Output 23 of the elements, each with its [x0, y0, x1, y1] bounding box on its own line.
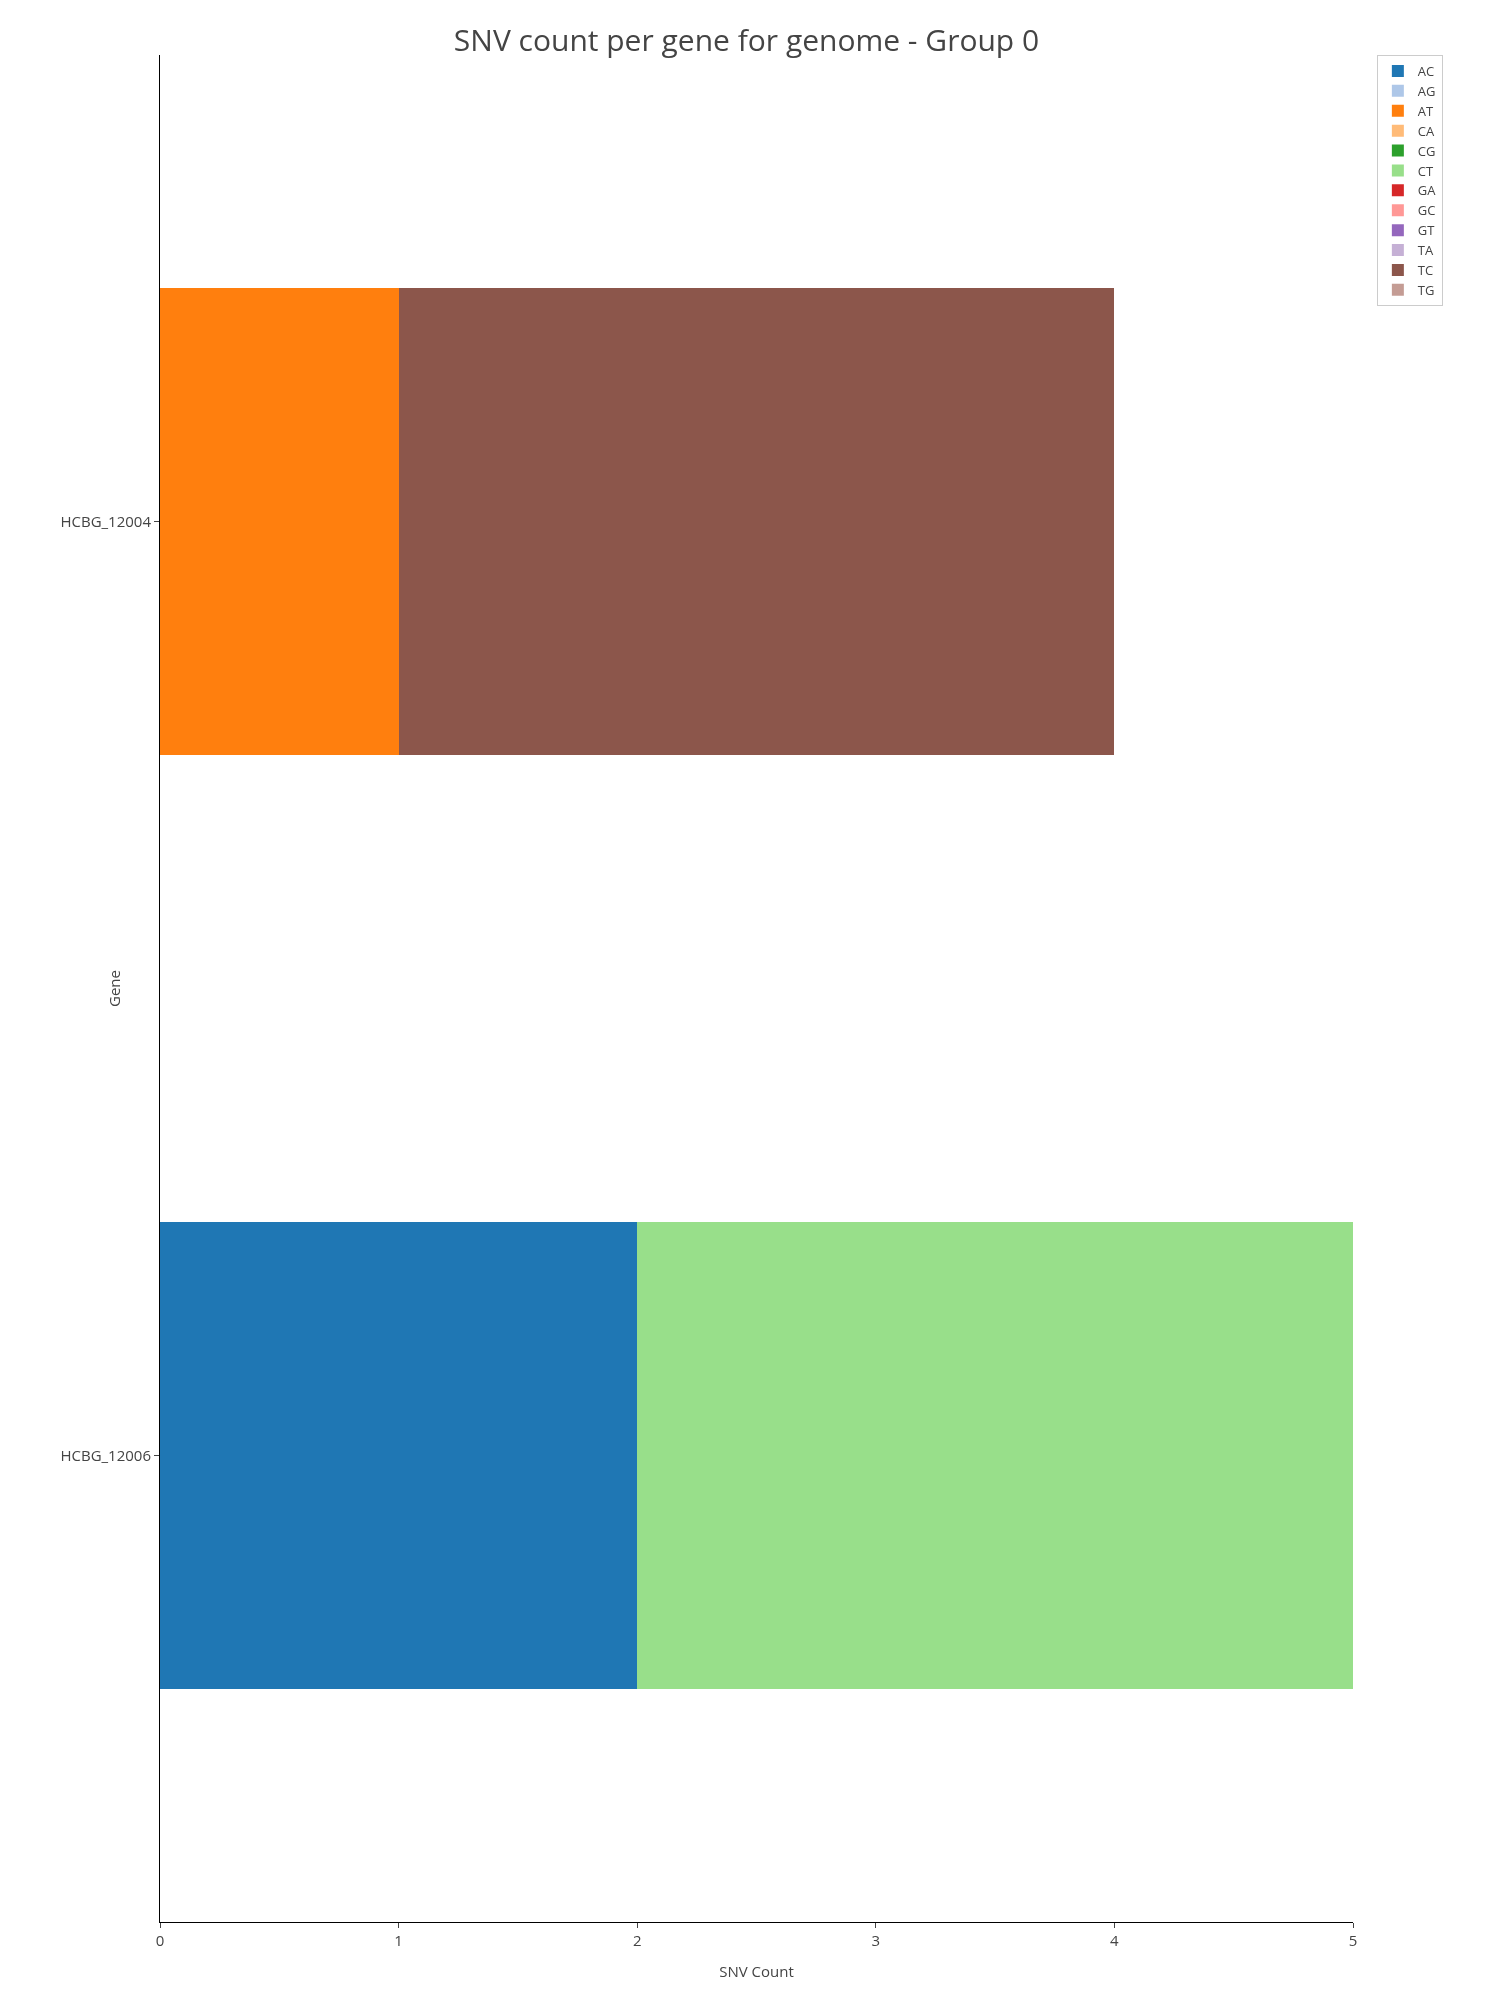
- x-tick-label: 2: [632, 1930, 642, 1950]
- legend-label: AC: [1417, 62, 1435, 81]
- legend-label: TG: [1417, 280, 1435, 299]
- legend-label: CG: [1417, 141, 1436, 160]
- x-axis-title: SNV Count: [719, 1961, 794, 1981]
- legend-label: GT: [1417, 221, 1436, 240]
- legend-label: CT: [1417, 161, 1435, 180]
- legend-label: GA: [1417, 181, 1437, 200]
- x-tick-label: 4: [1110, 1930, 1120, 1950]
- y-tick-label: HCBG_12006: [60, 1444, 151, 1465]
- legend-label: CA: [1417, 121, 1436, 140]
- chart-title: SNV count per gene for genome - Group 0: [453, 18, 1040, 60]
- legend-label: AG: [1417, 81, 1436, 100]
- legend-label: AT: [1417, 101, 1435, 120]
- legend-label: GC: [1417, 201, 1436, 220]
- legend-label: TA: [1417, 241, 1435, 260]
- x-tick-label: 3: [871, 1930, 881, 1950]
- x-tick-label: 0: [155, 1930, 165, 1950]
- legend-label: TC: [1417, 261, 1434, 280]
- y-axis-title: Gene: [104, 970, 124, 1007]
- x-tick-label: 1: [394, 1930, 403, 1950]
- y-tick-label: HCBG_12004: [60, 511, 152, 531]
- x-tick-label: 5: [1348, 1930, 1358, 1950]
